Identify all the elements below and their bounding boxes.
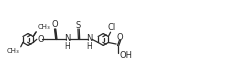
Text: H: H (87, 42, 92, 51)
Text: O: O (37, 35, 44, 44)
Text: CH₃: CH₃ (7, 48, 20, 54)
Text: CH₃: CH₃ (37, 24, 50, 30)
Text: N: N (64, 34, 70, 43)
Text: O: O (117, 33, 123, 42)
Text: OH: OH (119, 51, 132, 60)
Text: N: N (86, 34, 93, 43)
Text: H: H (64, 42, 70, 51)
Text: Cl: Cl (108, 23, 116, 32)
Text: S: S (76, 21, 81, 30)
Text: O: O (52, 20, 59, 29)
